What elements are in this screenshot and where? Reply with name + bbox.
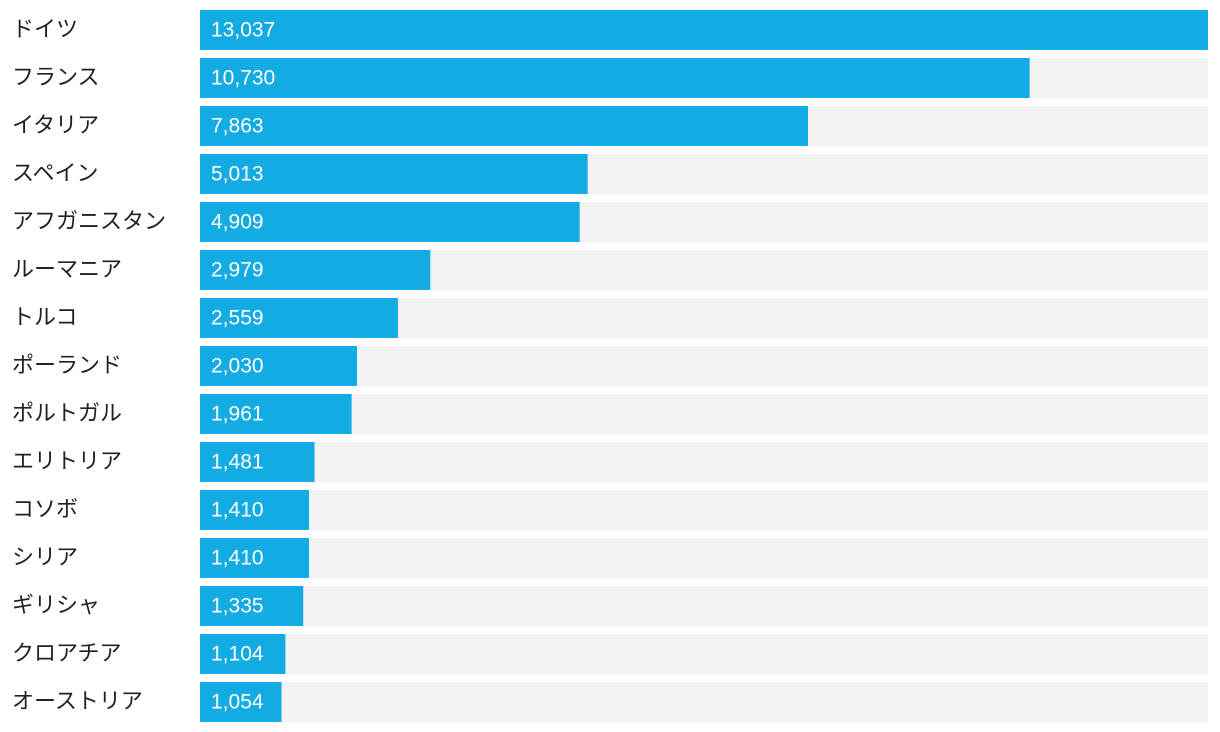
category-label: トルコ	[12, 306, 78, 331]
bar-track	[200, 442, 1208, 482]
value-label: 2,030	[211, 355, 264, 378]
bar	[200, 634, 286, 674]
bar	[200, 394, 352, 434]
bar	[200, 106, 808, 146]
bar-row: ルーマニア 2,979	[12, 250, 1208, 290]
bar	[200, 250, 431, 290]
value-label: 1,054	[211, 691, 264, 714]
bar-row: イタリア 7,863	[12, 106, 1208, 146]
bar-track	[200, 346, 1208, 386]
bar-row: スペイン 5,013	[12, 154, 1208, 194]
bar	[200, 490, 309, 530]
category-label: イタリア	[12, 114, 99, 139]
bar-row: コソボ 1,410	[12, 490, 1208, 530]
value-label: 10,730	[211, 67, 275, 90]
value-label: 2,559	[211, 307, 264, 330]
bar-row: エリトリア 1,481	[12, 442, 1208, 482]
bar-row: ギリシャ 1,335	[12, 586, 1208, 626]
bar-track	[200, 538, 1208, 578]
bar-row: ポルトガル 1,961	[12, 394, 1208, 434]
bar-track	[200, 490, 1208, 530]
category-label: ポーランド	[12, 354, 122, 379]
bar	[200, 154, 588, 194]
bar	[200, 538, 309, 578]
bar	[200, 442, 315, 482]
bar	[200, 682, 282, 722]
bar-track	[200, 682, 1208, 722]
value-label: 2,979	[211, 259, 264, 282]
bar-row: クロアチア 1,104	[12, 634, 1208, 674]
value-label: 1,961	[211, 403, 264, 426]
category-label: ポルトガル	[12, 402, 122, 427]
bar-row: ポーランド 2,030	[12, 346, 1208, 386]
category-label: ギリシャ	[12, 594, 100, 619]
bar-track	[200, 394, 1208, 434]
category-label: ドイツ	[12, 18, 78, 43]
bar	[200, 10, 1208, 50]
bar-row: アフガニスタン 4,909	[12, 202, 1208, 242]
bar-track	[200, 586, 1208, 626]
bar	[200, 346, 357, 386]
value-label: 1,104	[211, 643, 264, 666]
bar	[200, 202, 580, 242]
value-label: 1,335	[211, 595, 264, 618]
category-label: クロアチア	[12, 642, 122, 667]
bar-row: シリア 1,410	[12, 538, 1208, 578]
category-label: シリア	[12, 546, 78, 571]
category-label: ルーマニア	[12, 258, 122, 283]
category-label: オーストリア	[12, 690, 143, 715]
category-label: スペイン	[12, 162, 98, 187]
bar	[200, 58, 1030, 98]
category-label: コソボ	[12, 498, 78, 523]
bar	[200, 586, 304, 626]
bar-row: オーストリア 1,054	[12, 682, 1208, 722]
category-label: フランス	[12, 66, 100, 91]
bar-row: ドイツ 13,037	[12, 10, 1208, 50]
bar	[200, 298, 398, 338]
category-label: エリトリア	[12, 450, 122, 475]
value-label: 1,410	[211, 499, 264, 522]
bar-row: トルコ 2,559	[12, 298, 1208, 338]
bar-row: フランス 10,730	[12, 58, 1208, 98]
value-label: 7,863	[211, 115, 264, 138]
value-label: 1,481	[211, 451, 264, 474]
value-label: 5,013	[211, 163, 264, 186]
value-label: 13,037	[211, 19, 275, 42]
bar-track	[200, 634, 1208, 674]
value-label: 4,909	[211, 211, 264, 234]
value-label: 1,410	[211, 547, 264, 570]
category-label: アフガニスタン	[12, 210, 166, 235]
